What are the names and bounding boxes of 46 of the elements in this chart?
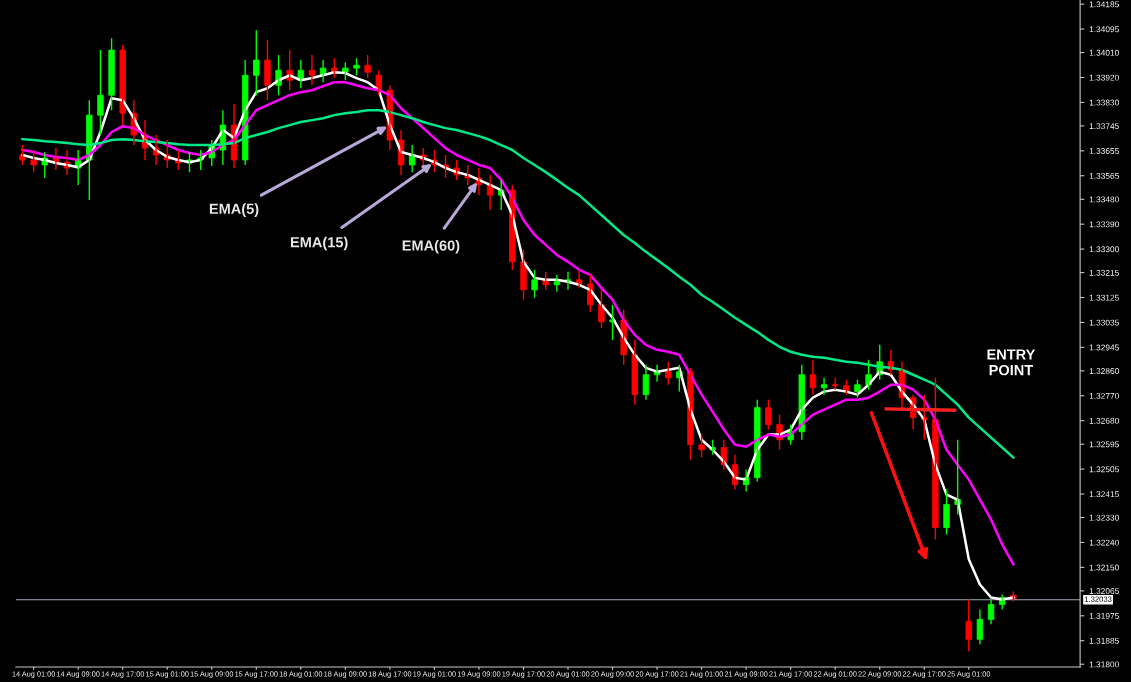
y-tick-label: 1.31885	[1089, 637, 1119, 644]
y-tick-label: 1.33480	[1089, 196, 1119, 203]
candlestick	[97, 49, 104, 136]
y-tick-label: 1.32770	[1089, 392, 1119, 399]
y-tick-label: 1.33830	[1089, 99, 1119, 106]
candlestick	[943, 488, 950, 536]
y-tick-label: 1.33390	[1089, 221, 1119, 228]
y-tick-label: 1.33125	[1089, 294, 1119, 301]
y-tick-label: 1.32680	[1089, 417, 1119, 424]
y-tick-label: 1.33745	[1089, 123, 1119, 130]
candlestick	[119, 44, 126, 126]
candlestick	[698, 433, 705, 459]
y-tick-label: 1.32945	[1089, 344, 1119, 351]
candlestick	[765, 398, 772, 431]
y-tick-label: 1.33920	[1089, 74, 1119, 81]
candlestick	[965, 598, 972, 652]
candlestick	[364, 54, 371, 79]
y-tick-label: 1.33035	[1089, 319, 1119, 326]
candlestick	[30, 149, 37, 173]
y-tick-label: 1.33655	[1089, 148, 1119, 154]
candlestick	[253, 29, 260, 96]
y-tick-label: 1.32415	[1089, 491, 1119, 498]
y-tick-label: 1.33565	[1089, 172, 1119, 179]
y-tick-label: 1.32505	[1089, 466, 1119, 473]
y-tick-label: 1.34095	[1089, 26, 1119, 33]
y-tick-label: 1.34010	[1089, 49, 1119, 56]
candlestick	[108, 37, 115, 111]
y-tick-label: 1.31800	[1089, 661, 1119, 668]
y-tick-label: 1.34185	[1089, 1, 1119, 8]
annotation: EMA(5)	[209, 203, 259, 217]
y-tick-label: 1.32150	[1089, 564, 1119, 571]
annotation: EMA(15)	[290, 236, 348, 251]
annotation: EMA(60)	[402, 239, 460, 254]
y-tick-label: 1.32860	[1089, 368, 1119, 374]
y-tick-label: 1.32595	[1089, 441, 1119, 448]
candlestick	[531, 269, 538, 299]
y-tick-label: 1.32330	[1089, 514, 1119, 521]
annotation: ENTRY POINT	[987, 349, 1036, 376]
y-tick-label: 1.32065	[1089, 588, 1119, 594]
y-tick-label: 1.32240	[1089, 539, 1119, 546]
candlestick	[631, 339, 639, 406]
y-tick-label: 1.31975	[1089, 613, 1119, 619]
candlestick	[264, 39, 271, 101]
y-tick-label: 1.33215	[1089, 269, 1119, 276]
candlestick	[665, 361, 672, 386]
y-tick-label: 1.33300	[1089, 246, 1119, 253]
